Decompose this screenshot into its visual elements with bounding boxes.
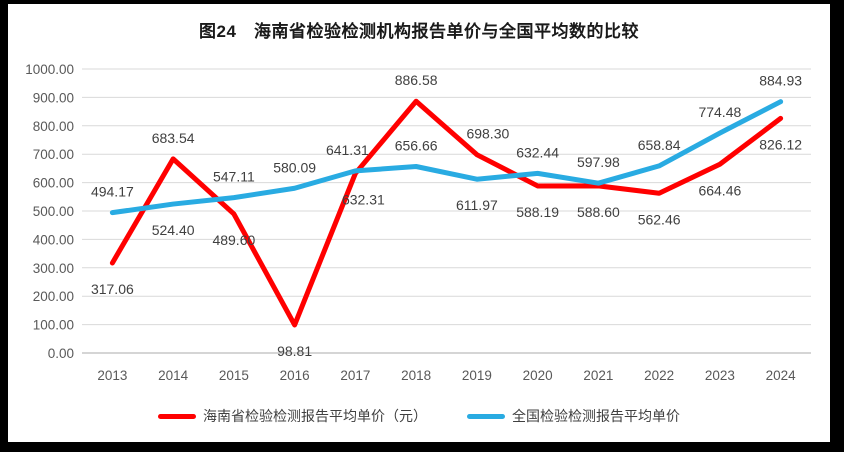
y-tick-label: 200.00 [33, 289, 74, 304]
x-tick-label: 2015 [219, 368, 249, 383]
y-tick-label: 300.00 [33, 261, 74, 276]
data-label-national: 656.66 [395, 138, 438, 154]
data-label-national: 632.44 [516, 144, 559, 160]
x-tick-label: 2021 [583, 368, 613, 383]
series-line-hainan [109, 98, 784, 328]
legend: 海南省检验检测报告平均单价（元） 全国检验检测报告平均单价 [8, 404, 830, 428]
y-tick-label: 600.00 [33, 176, 74, 191]
data-label-hainan: 664.46 [698, 182, 741, 198]
legend-item-national: 全国检验检测报告平均单价 [467, 406, 680, 426]
y-tick-label: 500.00 [33, 204, 74, 219]
data-label-hainan: 826.12 [759, 136, 802, 152]
data-label-hainan: 886.58 [395, 72, 438, 88]
data-label-national: 580.09 [273, 159, 316, 175]
x-tick-label: 2022 [644, 368, 674, 383]
y-tick-label: 400.00 [33, 232, 74, 247]
legend-line-icon-hainan [158, 413, 196, 419]
x-tick-label: 2013 [97, 368, 127, 383]
x-tick-label: 2018 [401, 368, 431, 383]
y-tick-label: 0.00 [48, 346, 74, 361]
data-label-national: 597.98 [577, 154, 620, 170]
x-tick-label: 2023 [705, 368, 735, 383]
chart-title: 图24 海南省检验检测机构报告单价与全国平均数的比较 [199, 22, 639, 41]
legend-item-hainan: 海南省检验检测报告平均单价（元） [158, 406, 427, 426]
data-label-hainan: 683.54 [152, 130, 195, 146]
x-tick-label: 2016 [280, 368, 310, 383]
x-tick-label: 2024 [766, 368, 797, 383]
legend-label-national: 全国检验检测报告平均单价 [512, 408, 680, 424]
data-label-national: 774.48 [698, 104, 741, 120]
y-tick-label: 800.00 [33, 119, 74, 134]
y-tick-label: 900.00 [33, 90, 74, 105]
data-label-hainan: 98.81 [277, 343, 312, 359]
chart-area [8, 4, 830, 442]
data-label-national: 884.93 [759, 73, 802, 89]
y-tick-label: 1000.00 [25, 62, 74, 77]
legend-line-icon-national [467, 413, 505, 419]
data-label-hainan: 588.60 [577, 204, 620, 220]
x-tick-label: 2020 [523, 368, 553, 383]
data-label-national: 547.11 [213, 169, 255, 185]
x-tick-label: 2019 [462, 368, 492, 383]
data-label-hainan: 489.60 [212, 232, 255, 248]
y-tick-label: 700.00 [33, 147, 74, 162]
data-label-hainan: 562.46 [638, 211, 681, 227]
series-line-national [109, 99, 784, 216]
data-label-national: 641.31 [326, 142, 369, 158]
y-tick-label: 100.00 [33, 318, 74, 333]
data-label-hainan: 632.31 [342, 191, 385, 207]
data-label-national: 658.84 [638, 137, 681, 153]
x-tick-label: 2017 [340, 368, 370, 383]
data-label-national: 494.17 [91, 184, 134, 200]
data-label-hainan: 588.19 [516, 204, 559, 220]
data-label-national: 524.40 [152, 222, 195, 238]
x-tick-label: 2014 [158, 368, 189, 383]
data-label-hainan: 317.06 [91, 281, 134, 297]
legend-label-hainan: 海南省检验检测报告平均单价（元） [203, 408, 427, 424]
data-label-hainan: 698.30 [466, 126, 509, 142]
data-label-national: 611.97 [456, 197, 498, 213]
